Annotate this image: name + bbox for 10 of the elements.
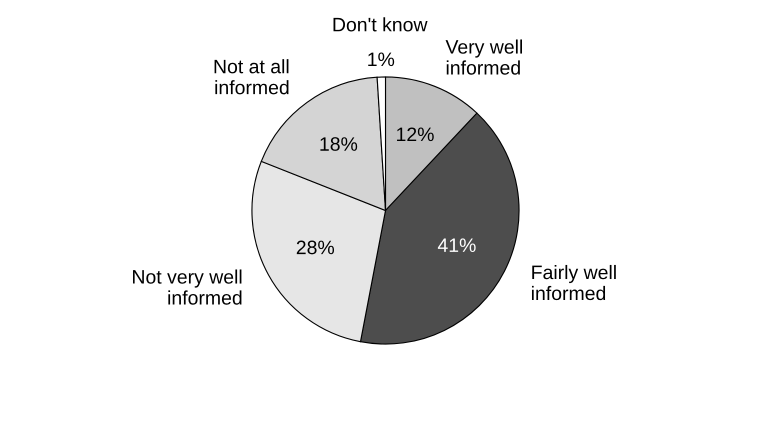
slice-label: Fairly well informed: [532, 264, 616, 300]
data-label: 12%: [397, 127, 434, 142]
slice-label: Not very well informed: [133, 269, 242, 305]
slice-label: Very well informed: [446, 39, 522, 75]
data-label: 18%: [320, 137, 358, 151]
slice-label: Don't know: [334, 17, 428, 32]
data-label: 41%: [438, 238, 476, 252]
slice-label: Not at all informed: [214, 59, 288, 94]
data-label: 28%: [296, 240, 334, 254]
data-label: 1%: [368, 52, 394, 66]
